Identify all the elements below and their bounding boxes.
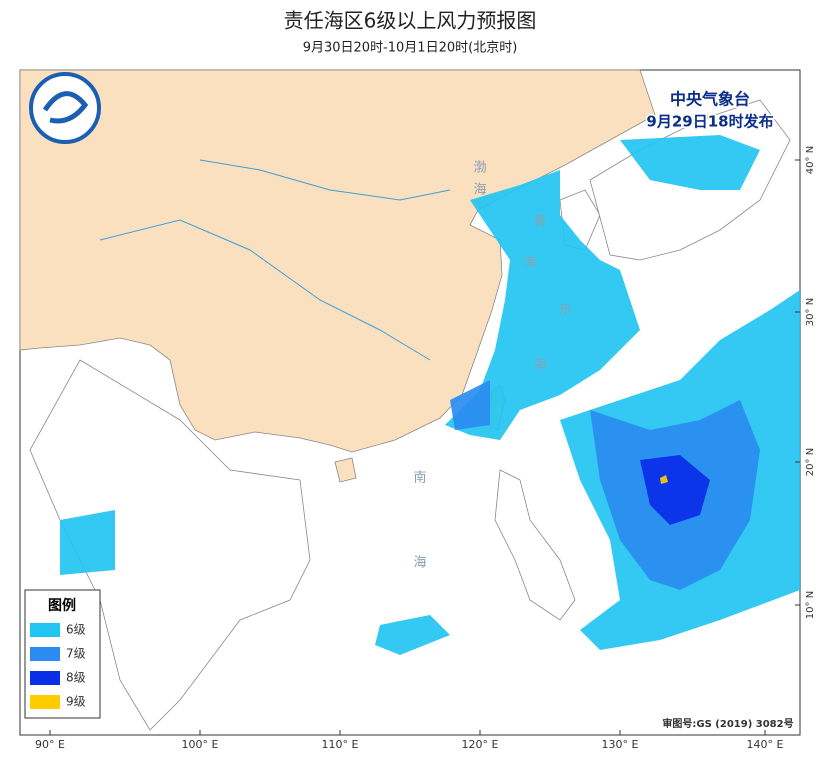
sea-label: 黄 — [533, 215, 546, 230]
legend-label: 7级 — [66, 647, 86, 661]
sea-label: 东 — [558, 303, 571, 318]
legend-label: 8级 — [66, 671, 86, 685]
approval-number: 审图号:GS (2019) 3082号 — [662, 717, 793, 730]
logo-mark — [42, 91, 89, 124]
lon-label: 130° E — [602, 738, 639, 751]
legend-title: 图例 — [48, 597, 76, 614]
legend-swatch — [30, 647, 60, 661]
lat-label: 40° N — [805, 146, 816, 174]
sea-label: 海 — [413, 556, 426, 571]
lon-label: 120° E — [462, 738, 499, 751]
subtitle: 9月30日20时-10月1日20时(北京时) — [303, 41, 518, 56]
legend-swatch — [30, 623, 60, 637]
sea-label: 南 — [413, 470, 426, 486]
sea-label: 海 — [523, 256, 536, 271]
lat-label: 30° N — [805, 298, 816, 326]
lon-label: 110° E — [322, 738, 359, 751]
legend-label: 6级 — [66, 623, 86, 637]
wind-area-8 — [640, 455, 710, 525]
sea-label: 海 — [473, 183, 486, 198]
lat-label: 20° N — [805, 448, 816, 476]
legend-swatch — [30, 671, 60, 685]
wind-areas — [60, 135, 800, 655]
lat-label: 10° N — [805, 591, 816, 619]
issue-time: 9月29日18时发布 — [646, 113, 773, 131]
wind-area-9 — [660, 475, 668, 484]
sea-label: 渤 — [473, 160, 486, 176]
lon-label: 90° E — [35, 738, 65, 751]
legend-swatch — [30, 695, 60, 709]
wind-area-6 — [375, 615, 450, 655]
legend: 图例 6级 7级 8级 9级 — [24, 589, 101, 719]
wind-area-7 — [450, 380, 490, 430]
sea-label: 海 — [533, 358, 546, 373]
issuer-name: 中央气象台 — [670, 90, 750, 109]
wind-area-6 — [60, 510, 115, 575]
lon-label: 140° E — [747, 738, 784, 751]
legend-label: 9级 — [66, 695, 86, 709]
lon-label: 100° E — [182, 738, 219, 751]
title: 责任海区6级以上风力预报图 — [284, 9, 537, 33]
wind-area-6 — [445, 170, 640, 440]
wind-area-6 — [620, 135, 760, 190]
logo — [29, 72, 101, 144]
